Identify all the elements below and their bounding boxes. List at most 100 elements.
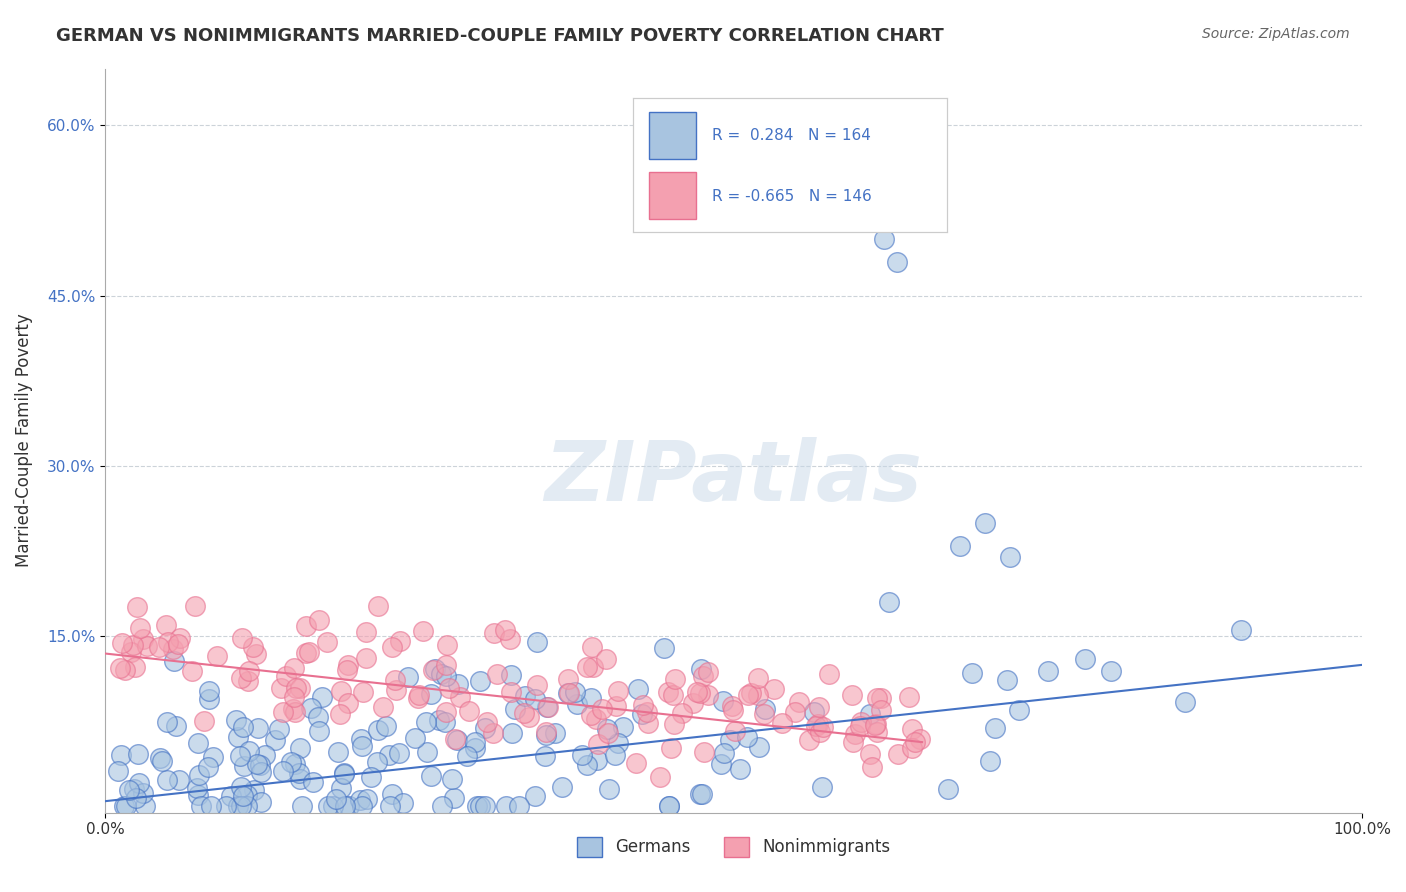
Nonimmigrants xyxy=(650,770,672,784)
Germans xyxy=(627,681,650,696)
Nonimmigrants xyxy=(422,664,444,678)
Nonimmigrants xyxy=(770,716,793,731)
Germans xyxy=(995,673,1018,688)
Nonimmigrants xyxy=(381,640,404,655)
Nonimmigrants xyxy=(458,704,481,718)
Nonimmigrants xyxy=(132,632,155,646)
Nonimmigrants xyxy=(585,712,607,726)
Germans xyxy=(253,747,276,762)
Nonimmigrants xyxy=(389,633,412,648)
Germans xyxy=(557,686,579,700)
Germans xyxy=(748,739,770,754)
Germans xyxy=(167,772,190,787)
Nonimmigrants xyxy=(486,667,509,681)
Germans xyxy=(197,683,219,698)
Nonimmigrants xyxy=(352,685,374,699)
Nonimmigrants xyxy=(671,706,693,720)
Nonimmigrants xyxy=(494,623,516,637)
Germans xyxy=(307,710,329,724)
Germans xyxy=(187,768,209,782)
Germans xyxy=(565,697,588,711)
Nonimmigrants xyxy=(384,683,406,698)
Nonimmigrants xyxy=(167,637,190,651)
Germans xyxy=(754,702,776,716)
Nonimmigrants xyxy=(841,688,863,702)
Germans xyxy=(284,757,307,772)
Germans xyxy=(156,772,179,787)
Germans xyxy=(690,662,713,676)
Germans xyxy=(202,750,225,764)
Germans xyxy=(128,776,150,790)
Germans xyxy=(267,722,290,736)
Germans xyxy=(631,707,654,722)
Nonimmigrants xyxy=(294,618,316,632)
Nonimmigrants xyxy=(449,690,471,704)
Nonimmigrants xyxy=(184,599,207,614)
Nonimmigrants xyxy=(904,735,927,749)
Germans xyxy=(350,732,373,747)
Nonimmigrants xyxy=(557,673,579,687)
Nonimmigrants xyxy=(901,741,924,756)
Nonimmigrants xyxy=(807,700,830,714)
Germans xyxy=(311,690,333,704)
Nonimmigrants xyxy=(354,650,377,665)
Nonimmigrants xyxy=(238,665,260,679)
Nonimmigrants xyxy=(849,719,872,733)
Germans xyxy=(198,692,221,706)
Nonimmigrants xyxy=(242,640,264,654)
Nonimmigrants xyxy=(664,672,686,686)
Germans xyxy=(713,746,735,760)
Germans xyxy=(416,745,439,759)
Germans xyxy=(231,798,253,813)
Germans xyxy=(333,766,356,780)
Germans xyxy=(150,754,173,768)
Nonimmigrants xyxy=(229,671,252,685)
Nonimmigrants xyxy=(682,697,704,711)
Germans xyxy=(322,798,344,813)
Nonimmigrants xyxy=(337,696,360,710)
Germans xyxy=(728,762,751,776)
Nonimmigrants xyxy=(860,759,883,773)
Germans xyxy=(197,760,219,774)
Nonimmigrants xyxy=(844,727,866,741)
Nonimmigrants xyxy=(859,747,882,761)
Germans xyxy=(873,232,896,246)
Nonimmigrants xyxy=(721,699,744,714)
Germans xyxy=(308,724,330,739)
Nonimmigrants xyxy=(443,732,465,747)
Nonimmigrants xyxy=(181,664,204,678)
Nonimmigrants xyxy=(384,673,406,688)
Nonimmigrants xyxy=(231,631,253,645)
Germans xyxy=(429,667,451,681)
Nonimmigrants xyxy=(120,644,142,658)
Nonimmigrants xyxy=(737,688,759,702)
Germans xyxy=(465,798,488,813)
Germans xyxy=(811,780,834,794)
Germans xyxy=(533,748,555,763)
Nonimmigrants xyxy=(724,724,747,739)
Germans xyxy=(232,789,254,804)
Germans xyxy=(710,756,733,771)
Nonimmigrants xyxy=(842,734,865,748)
Germans xyxy=(110,747,132,762)
Germans xyxy=(288,766,311,780)
Germans xyxy=(596,722,619,736)
Text: GERMAN VS NONIMMIGRANTS MARRIED-COUPLE FAMILY POVERTY CORRELATION CHART: GERMAN VS NONIMMIGRANTS MARRIED-COUPLE F… xyxy=(56,27,943,45)
Nonimmigrants xyxy=(537,700,560,714)
Germans xyxy=(396,670,419,684)
Nonimmigrants xyxy=(169,631,191,645)
Nonimmigrants xyxy=(813,720,835,734)
Nonimmigrants xyxy=(408,688,430,702)
Legend: Germans, Nonimmigrants: Germans, Nonimmigrants xyxy=(571,830,897,863)
Nonimmigrants xyxy=(274,669,297,683)
Germans xyxy=(612,720,634,734)
Nonimmigrants xyxy=(696,665,718,680)
Nonimmigrants xyxy=(591,702,613,716)
Germans xyxy=(420,687,443,701)
Nonimmigrants xyxy=(581,640,603,655)
Germans xyxy=(235,788,257,802)
Nonimmigrants xyxy=(136,639,159,653)
Text: ZIPatlas: ZIPatlas xyxy=(544,437,922,518)
Germans xyxy=(524,691,547,706)
Germans xyxy=(238,744,260,758)
